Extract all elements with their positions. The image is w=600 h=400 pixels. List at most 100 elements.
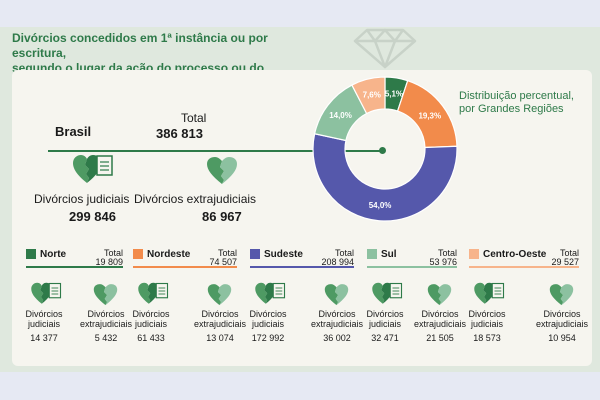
region-color-swatch [26, 249, 36, 259]
broken-heart-document-icon [474, 282, 505, 304]
region-judiciais-label: Divórcios judiciais [452, 309, 522, 329]
broken-heart-document-icon [255, 282, 286, 304]
region-judiciais-label-line-1: Divórcios [25, 309, 63, 319]
donut-label-centro-oeste: 7,6% [363, 91, 381, 100]
region-total-value: 29 527 [551, 257, 579, 267]
region-extrajudiciais-label-line-1: Divórcios [318, 309, 356, 319]
broken-heart-icon [324, 284, 349, 306]
region-extrajudiciais-label-line-2: extrajudiciais [193, 319, 247, 329]
distribution-label-line-2: por Grandes Regiões [459, 103, 564, 115]
brasil-total-value: 386 813 [156, 126, 203, 141]
donut-label-sul: 14,0% [329, 111, 352, 120]
brasil-label: Brasil [55, 124, 92, 139]
region-extrajudiciais-label: Divórcios extrajudiciais [527, 309, 597, 329]
region-total-value: 53 976 [429, 257, 457, 267]
region-judiciais-value: 14 377 [30, 333, 58, 343]
region-judiciais-label-line-2: judiciais [27, 319, 60, 329]
region-extrajudiciais-label: Divórcios extrajudiciais [185, 309, 255, 329]
diamond-outline-icon [353, 28, 417, 69]
region-total-label: Total [334, 248, 354, 258]
region-name: Centro-Oeste [483, 249, 547, 260]
region-judiciais-label: Divórcios judiciais [9, 309, 79, 329]
content-card [12, 70, 592, 366]
donut-slice-centro-oeste [351, 76, 386, 115]
connector-dot [379, 147, 386, 154]
region-extrajudiciais-label-line-1: Divórcios [87, 309, 125, 319]
broken-heart-document-icon [372, 282, 403, 304]
region-total-value: 19 809 [95, 257, 123, 267]
region-judiciais-label-line-2: judiciais [368, 319, 401, 329]
donut-chart: 5,1% 19,3% 54,0% 14,0% 7,6% [312, 76, 458, 222]
donut-label-nordeste: 19,3% [418, 111, 441, 120]
distribution-label-line-1: Distribuição percentual, [459, 90, 574, 102]
region-sudeste: Sudeste Total 208 994 Divórcios judiciai… [249, 246, 363, 360]
region-judiciais-label-line-1: Divórcios [366, 309, 404, 319]
region-extrajudiciais-label-line-2: extrajudiciais [310, 319, 364, 329]
region-divider [250, 266, 354, 268]
region-total-label: Total [103, 248, 123, 258]
region-judiciais-label-line-1: Divórcios [132, 309, 170, 319]
region-extrajudiciais-label-line-2: extrajudiciais [413, 319, 467, 329]
region-total-value: 74 507 [209, 257, 237, 267]
region-color-swatch [133, 249, 143, 259]
region-color-swatch [250, 249, 260, 259]
region-extrajudiciais-label-line-2: extrajudiciais [535, 319, 589, 329]
brasil-judiciais-value: 299 846 [69, 209, 116, 224]
region-judiciais-label: Divórcios judiciais [350, 309, 420, 329]
region-divider [469, 266, 579, 268]
donut-label-norte: 5,1% [385, 90, 403, 99]
region-name: Sul [381, 249, 397, 260]
region-color-swatch [367, 249, 377, 259]
region-color-swatch [469, 249, 479, 259]
region-name: Sudeste [264, 249, 303, 260]
region-judiciais-value: 172 992 [251, 333, 285, 343]
brasil-judiciais-label: Divórcios judiciais [34, 192, 130, 206]
broken-heart-icon [207, 284, 232, 306]
region-extrajudiciais-label-line-1: Divórcios [543, 309, 581, 319]
broken-heart-document-icon [73, 155, 113, 183]
region-nordeste: Nordeste Total 74 507 Divórcios judiciai… [132, 246, 246, 360]
region-name: Nordeste [147, 249, 191, 260]
region-extrajudiciais-label: Divórcios extrajudiciais [405, 309, 475, 329]
region-extrajudiciais-value: 21 505 [426, 333, 454, 343]
broken-heart-icon [93, 284, 118, 306]
region-judiciais-value: 61 433 [137, 333, 165, 343]
broken-heart-icon [427, 284, 452, 306]
region-extrajudiciais-label-line-1: Divórcios [421, 309, 459, 319]
region-judiciais-label-line-2: judiciais [134, 319, 167, 329]
region-extrajudiciais-label-line-2: extrajudiciais [79, 319, 133, 329]
region-judiciais-label-line-1: Divórcios [468, 309, 506, 319]
region-sul: Sul Total 53 976 Divórcios judiciais 32 … [366, 246, 466, 360]
region-divider [367, 266, 457, 268]
region-total-label: Total [437, 248, 457, 258]
broken-heart-icon [207, 157, 237, 184]
region-judiciais-value: 32 471 [371, 333, 399, 343]
region-centro-oeste: Centro-Oeste Total 29 527 Divórcios judi… [468, 246, 588, 360]
region-extrajudiciais-value: 13 074 [206, 333, 234, 343]
brasil-extrajudiciais-label: Divórcios extrajudiciais [134, 192, 257, 206]
broken-heart-document-icon [31, 282, 62, 304]
region-total-label: Total [217, 248, 237, 258]
brasil-divider [48, 150, 383, 152]
region-extrajudiciais-label: Divórcios extrajudiciais [71, 309, 141, 329]
region-judiciais-value: 18 573 [473, 333, 501, 343]
region-judiciais-label-line-1: Divórcios [249, 309, 287, 319]
region-judiciais-label-line-2: judiciais [470, 319, 503, 329]
region-judiciais-label-line-2: judiciais [251, 319, 284, 329]
donut-label-sudeste: 54,0% [369, 201, 392, 210]
distribution-label: Distribuição percentual, por Grandes Reg… [459, 90, 589, 116]
region-judiciais-label: Divórcios judiciais [116, 309, 186, 329]
region-extrajudiciais-label-line-1: Divórcios [201, 309, 239, 319]
region-total-label: Total [559, 248, 579, 258]
region-extrajudiciais-value: 10 954 [548, 333, 576, 343]
brasil-extrajudiciais-value: 86 967 [202, 209, 242, 224]
broken-heart-document-icon [138, 282, 169, 304]
region-extrajudiciais-value: 5 432 [94, 333, 118, 343]
region-name: Norte [40, 249, 67, 260]
region-extrajudiciais-value: 36 002 [323, 333, 351, 343]
region-total-value: 208 994 [321, 257, 354, 267]
region-judiciais-label: Divórcios judiciais [233, 309, 303, 329]
region-extrajudiciais-label: Divórcios extrajudiciais [302, 309, 372, 329]
region-norte: Norte Total 19 809 Divórcios judiciais 1… [25, 246, 132, 360]
brasil-total-label: Total [181, 111, 207, 125]
